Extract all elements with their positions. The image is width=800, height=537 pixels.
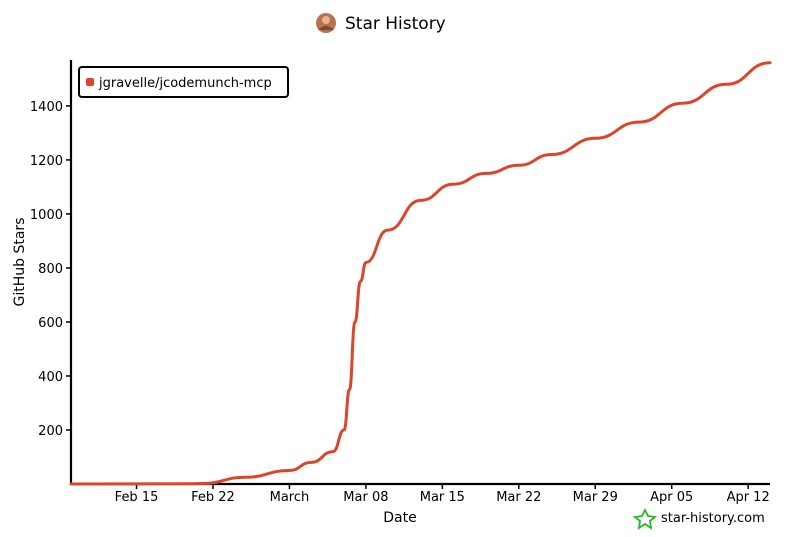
y-tick-label: 200 [38,424,63,439]
legend: jgravelle/jcodemunch-mcp [78,66,289,98]
series-layer [69,61,772,486]
brand-watermark: star-history.com [632,507,765,530]
series-line-0 [69,61,772,486]
x-axis-ticks: Feb 15 Feb 22 March Mar 08 Mar 15 Mar 22 Mar 2… [115,484,770,505]
x-tick-label: Apr 05 [650,490,693,505]
y-tick-label: 1200 [30,154,63,169]
star-icon [632,507,658,530]
x-tick-label: Apr 12 [727,490,770,505]
axes [69,60,770,486]
avatar-icon [316,13,336,33]
legend-box [78,66,289,98]
y-tick-label: 800 [38,262,63,277]
x-tick-label: Feb 22 [191,490,235,505]
y-tick-label: 1400 [30,100,63,115]
legend-label: jgravelle/jcodemunch-mcp [98,76,272,91]
chart-header: Star History [316,13,446,34]
y-tick-label: 1000 [30,208,63,223]
x-axis-title: Date [383,510,416,526]
x-tick-label: March [270,490,310,505]
legend-swatch [86,78,94,86]
x-tick-label: Mar 22 [496,490,541,505]
y-axis-ticks: 200 400 600 800 1000 1200 1400 [30,100,71,439]
x-tick-label: Mar 08 [343,490,388,505]
x-tick-label: Mar 29 [573,490,618,505]
x-tick-label: Feb 15 [115,490,159,505]
x-tick-label: Mar 15 [420,490,465,505]
y-tick-label: 400 [38,370,63,385]
y-tick-label: 600 [38,316,63,331]
y-axis-title: GitHub Stars [12,218,28,307]
brand-text: star-history.com [661,511,765,526]
chart-title: Star History [345,14,446,34]
